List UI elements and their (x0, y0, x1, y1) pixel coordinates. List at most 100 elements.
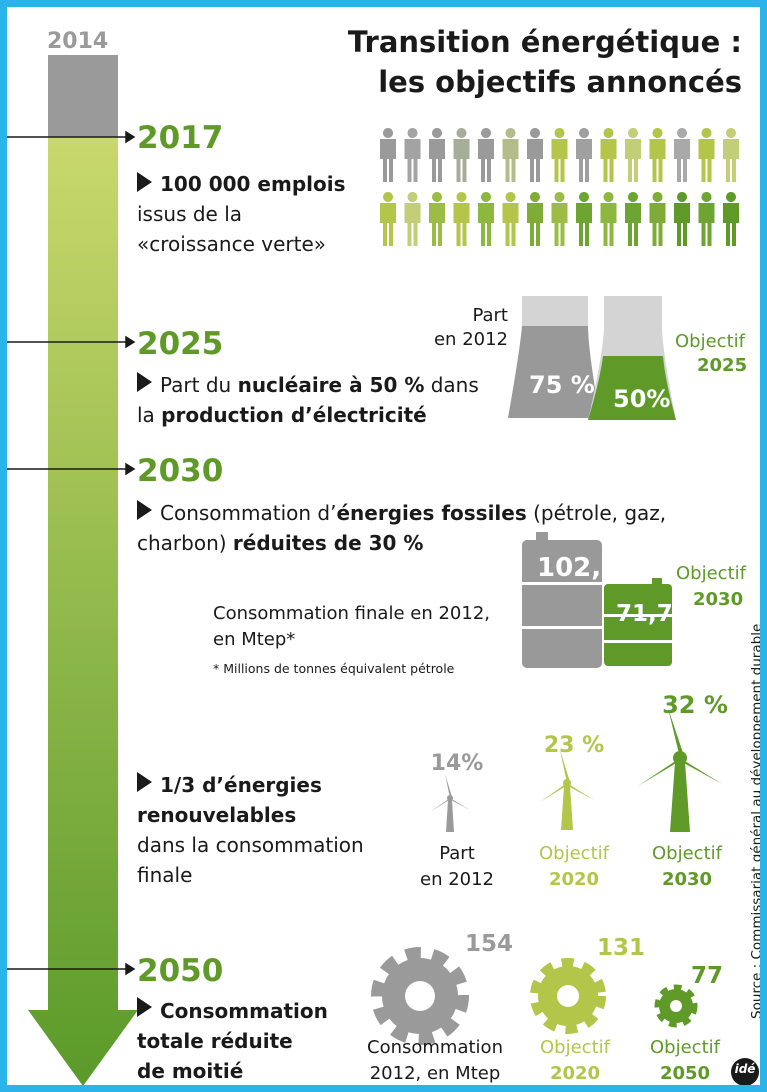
bullets (137, 172, 152, 1017)
label: en 2012 (419, 869, 495, 890)
person-icon (698, 128, 715, 182)
label: Objectif (650, 1037, 720, 1058)
text: Consommation (160, 999, 328, 1023)
person-icon (625, 128, 641, 182)
label: Consommation finale en 2012, (213, 603, 490, 624)
label: 2020 (549, 1063, 601, 1084)
text: production d’électricité (161, 403, 427, 427)
person-icon (551, 128, 568, 182)
text-line: Consommation (160, 999, 328, 1023)
text: 100 000 emplois (160, 172, 346, 196)
text: (pétrole, gaz, (526, 501, 667, 525)
text-line: Part du nucléaire à 50 % dans (160, 373, 479, 397)
person-icon (551, 192, 568, 246)
person-icon (576, 192, 592, 246)
text: issus de la (137, 202, 243, 226)
label: Objectif (676, 563, 746, 584)
year-pointers (7, 130, 136, 976)
text-line: totale réduite (137, 1029, 293, 1053)
person-icon (723, 192, 739, 246)
label: Consommation (367, 1037, 503, 1058)
label: 2020 (548, 869, 600, 890)
person-icon (404, 128, 421, 182)
gears (371, 947, 698, 1045)
text: dans la consommation (137, 833, 364, 857)
title-line: Transition énergétique : (347, 25, 742, 59)
person-icon (649, 128, 666, 182)
person-icon (478, 128, 494, 182)
person-icon (723, 128, 739, 182)
label: en 2012 (433, 329, 508, 350)
label: 2025 (697, 355, 748, 376)
value: 102,4 (537, 553, 620, 583)
barrels (522, 532, 672, 668)
person-icon (429, 192, 445, 246)
people-icons (380, 128, 739, 246)
text: «croissance verte» (137, 232, 326, 256)
year: 2025 (137, 326, 224, 362)
person-icon (600, 192, 617, 246)
start-year: 2014 (47, 29, 109, 54)
year: 2050 (137, 953, 224, 989)
text: charbon) (137, 531, 233, 555)
person-icon (674, 128, 690, 182)
person-icon (429, 128, 445, 182)
label: 2030 (661, 869, 713, 890)
person-icon (380, 192, 396, 246)
text-line: issus de la (137, 202, 242, 226)
text: de moitié (137, 1059, 244, 1083)
title-line: les objectifs annoncés (378, 65, 742, 99)
text-line: «croissance verte» (137, 232, 326, 256)
label: Objectif (540, 1037, 610, 1058)
person-icon (404, 192, 421, 246)
wind-turbines (430, 708, 722, 832)
text-line: de moitié (137, 1059, 243, 1083)
source: Source : Commissariat général au dévelop… (749, 623, 765, 1019)
person-icon (674, 192, 690, 246)
label: en Mtep* (213, 629, 296, 650)
person-icon (527, 192, 543, 246)
person-icon (453, 128, 470, 182)
text-line: renouvelables (137, 803, 296, 827)
person-icon (649, 192, 666, 246)
text-line: la production d’électricité (137, 403, 427, 427)
value: 75 % (529, 371, 595, 399)
person-icon (576, 128, 592, 182)
person-icon (600, 128, 617, 182)
text: réduites de 30 % (232, 531, 424, 555)
label: 2030 (693, 589, 744, 610)
year: 2030 (137, 453, 224, 489)
text-line: dans la consommation (137, 833, 364, 857)
person-icon (625, 192, 641, 246)
logo-badge (731, 1058, 759, 1085)
text: totale réduite (137, 1029, 293, 1053)
text: finale (137, 863, 193, 887)
text: nucléaire à 50 % (237, 373, 425, 397)
text: énergies fossiles (336, 501, 527, 525)
text: renouvelables (137, 803, 297, 827)
label: Objectif (652, 843, 722, 864)
value: 14% (430, 751, 484, 776)
text-line: 1/3 d’énergies (160, 773, 322, 797)
timeline-arrow (28, 137, 138, 1085)
text: la (137, 403, 162, 427)
person-icon (502, 128, 519, 182)
label: 2050 (659, 1063, 711, 1084)
value: 23 % (543, 733, 605, 758)
year: 2017 (137, 120, 224, 156)
cooling-towers (508, 296, 676, 420)
value: 154 (465, 931, 514, 957)
person-icon (502, 192, 519, 246)
person-icon (380, 128, 396, 182)
person-icon (698, 192, 715, 246)
text-line: charbon) réduites de 30 % (137, 531, 423, 555)
value: 50% (613, 385, 671, 413)
footnote: * Millions de tonnes équivalent pétrole (213, 661, 455, 676)
person-icon (527, 128, 543, 182)
logo: idé (734, 1062, 756, 1076)
value: 77 (691, 963, 724, 989)
text: Consommation d’ (160, 501, 337, 525)
text-line: finale (137, 863, 192, 887)
